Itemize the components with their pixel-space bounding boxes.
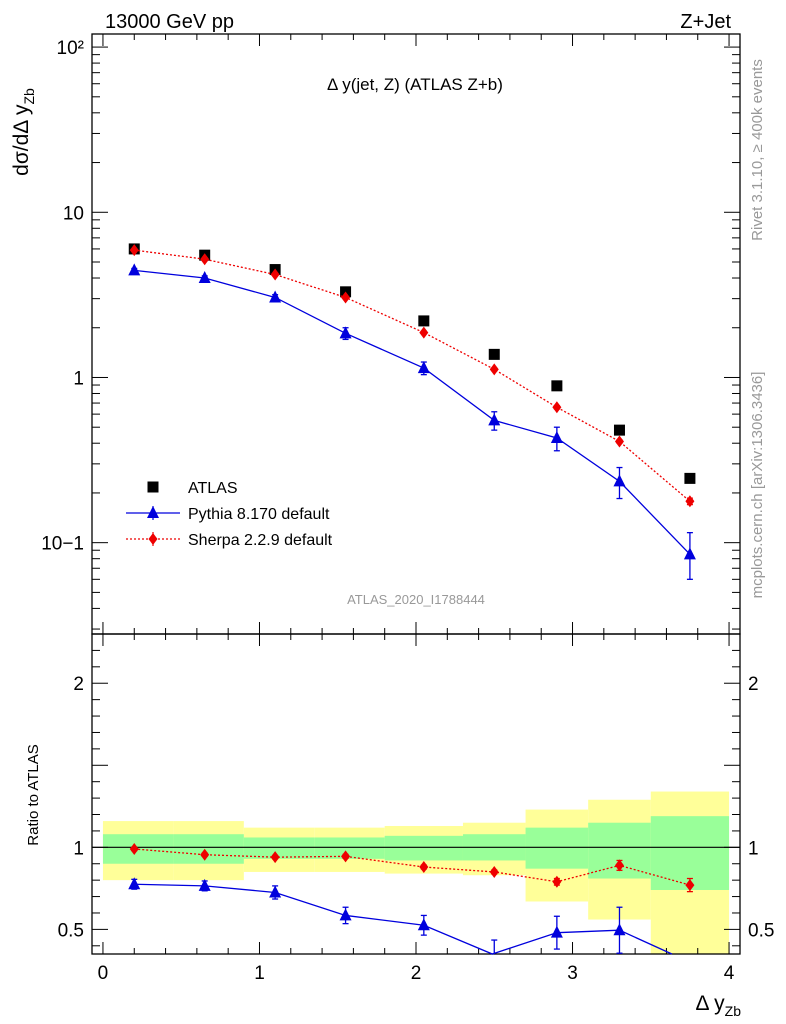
sherpa-ratio-point [685,879,695,892]
x-axis-label-sub: Zb [725,1003,742,1019]
sherpa-point [685,495,695,508]
legend-sherpa-marker [148,533,158,545]
ratio-series [128,842,695,955]
ratio-tick-label-right: 2 [748,674,759,695]
ratio-tick-label: 1 [73,838,84,859]
pythia-point [128,263,141,276]
sherpa-point [552,401,562,414]
rivet-label: Rivet 3.1.10, ≥ 400k events [749,59,766,241]
legend-pythia-label: Pythia 8.170 default [188,506,330,523]
sherpa-point [341,291,351,304]
pythia-point [550,431,563,444]
sherpa-point [489,363,499,376]
legend-atlas-marker [147,481,159,493]
y-axis-label-sub: Zb [21,88,37,105]
pythia-ratio-point [550,925,563,938]
sherpa-line [134,249,691,502]
green-band-bin [384,835,463,861]
pythia-ratio-point [417,918,430,931]
sherpa-ratio-point [341,850,351,863]
pythia-ratio-point [613,923,626,936]
header-left-label: 13000 GeV pp [105,11,234,33]
plot-title: Δ y(jet, Z) (ATLAS Z+b) [327,75,503,94]
analysis-id: ATLAS_2020_I1788444 [347,592,485,607]
ratio-tick-label: 2 [73,674,84,695]
sherpa-ratio-point [489,865,499,878]
pythia-ratio-point [128,877,141,890]
y-tick-label: 10² [57,38,84,59]
sherpa-point [270,268,280,281]
sherpa-point [129,244,139,257]
pythia-point [613,474,626,487]
atlas-point [613,424,625,436]
sherpa-ratio-point [419,861,429,874]
green-band-bin [314,837,385,859]
atlas-point [488,348,500,360]
pythia-point [417,361,430,374]
pythia-point [683,547,696,560]
sherpa-ratio-point [614,859,624,872]
y-axis-label-main: dσ/dΔ y [10,104,33,176]
ratio-axis-label: Ratio to ATLAS [25,744,42,845]
axis-ticks [92,34,740,954]
pythia-ratio-point [198,878,211,891]
atlas-point [418,315,430,327]
green-band-bin [243,837,315,859]
atlas-point [684,472,696,484]
x-tick-label: 1 [254,963,265,984]
pythia-point [339,326,352,339]
sherpa-point [614,435,624,448]
legend-sherpa-label: Sherpa 2.2.9 default [188,532,333,549]
legend: ATLAS Pythia 8.170 default Sherpa 2.2.9 de… [126,480,333,549]
atlas-point [551,380,563,392]
pythia-ratio-point [339,908,352,921]
pythia-point [269,290,282,303]
legend-pythia-marker [147,506,159,518]
sherpa-ratio-point [200,848,210,861]
pythia-point [488,413,501,426]
header-right-label: Z+Jet [680,11,731,33]
sherpa-point [419,326,429,339]
green-band-bin [525,827,589,869]
ratio-tick-label: 0.5 [58,920,84,941]
x-tick-label: 3 [567,963,578,984]
mcplots-label: mcplots.cern.ch [arXiv:1306.3436] [749,372,766,599]
sherpa-ratio-point [270,851,280,864]
pythia-point [198,271,211,284]
legend-atlas-label: ATLAS [188,480,238,497]
y-tick-label: 10 [63,203,84,224]
x-tick-label: 0 [98,963,109,984]
sherpa-ratio-point [552,875,562,888]
green-band-bin [650,816,730,890]
x-tick-label: 4 [724,963,735,984]
pythia-ratio-point [269,885,282,898]
main-series [128,243,696,580]
y-tick-label: 10−1 [41,534,84,555]
x-axis-label-main: Δ y [695,992,725,1015]
x-axis-label: Δ yZb [695,992,741,1019]
ratio-tick-label-right: 1 [748,838,759,859]
axis-tick-labels: 0 1 2 3 4 10−1 1 10 10² 0.5 0.5 1 1 2 2 [41,38,774,984]
y-tick-label: 1 [73,368,84,389]
green-band-bin [173,834,244,864]
x-tick-label: 2 [411,963,422,984]
ratio-tick-label-right: 0.5 [748,920,774,941]
sherpa-point [200,253,210,266]
sherpa-ratio-point [129,842,139,855]
y-axis-label: dσ/dΔ yZb [10,88,37,176]
